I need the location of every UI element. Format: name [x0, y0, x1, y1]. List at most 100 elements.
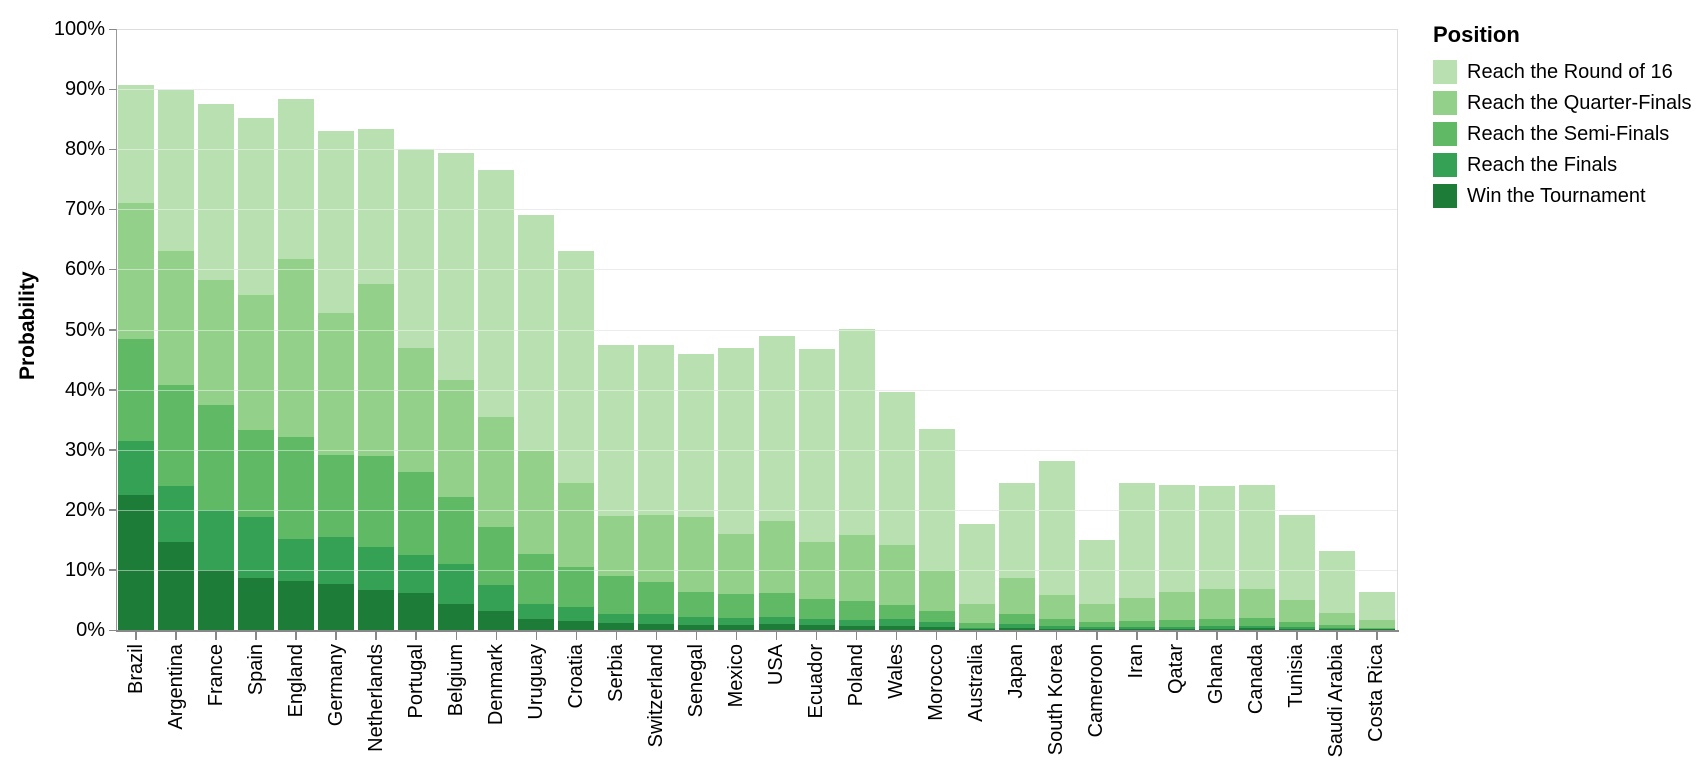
y-tick-label: 20% — [64, 498, 105, 521]
bar-segment — [1238, 625, 1275, 630]
bar-segment — [1038, 618, 1075, 630]
y-tick-label: 10% — [64, 558, 105, 581]
legend-items: Reach the Round of 16 Reach the Quarter-F… — [1433, 60, 1692, 208]
y-tick-label: 70% — [64, 198, 105, 221]
x-axis-label-text: Denmark — [484, 644, 507, 726]
grid-line — [116, 269, 1397, 271]
y-axis-tick — [109, 88, 116, 91]
legend-title: Position — [1433, 22, 1520, 47]
bar-segment — [1078, 622, 1115, 630]
x-axis-label-text: Switzerland — [644, 644, 667, 748]
bar-segment — [238, 578, 275, 630]
grid-line-overlay — [116, 449, 1397, 451]
x-axis-tick — [815, 632, 818, 640]
y-axis-tick — [109, 389, 116, 391]
x-axis-label-text: Portugal — [404, 644, 427, 719]
x-axis-tick — [1376, 632, 1378, 640]
x-axis-tick — [695, 632, 698, 640]
x-axis-label-text: USA — [765, 644, 788, 686]
x-axis-label-text: Cameroon — [1085, 644, 1108, 738]
y-tick-label: 100% — [53, 18, 105, 40]
x-axis-label-text: Wales — [885, 644, 908, 699]
x-axis-label: USA — [765, 644, 806, 685]
x-axis-tick — [375, 632, 377, 640]
bar-segment — [1318, 629, 1355, 630]
y-tick-label: 40% — [64, 378, 105, 401]
grid-line-overlay — [116, 89, 1397, 91]
bar-segment — [958, 629, 995, 630]
bar-segment — [1078, 629, 1115, 630]
x-axis-label-text: Argentina — [164, 644, 187, 730]
y-axis-tick — [109, 329, 116, 331]
bar-segment — [1118, 620, 1155, 630]
bar-segment — [958, 627, 995, 630]
x-axis-tick — [1336, 632, 1338, 640]
x-axis-tick — [295, 632, 297, 640]
x-axis-label-text: Serbia — [604, 644, 627, 702]
bar-segment — [798, 618, 835, 630]
x-axis-label-text: Qatar — [1165, 644, 1188, 695]
bar-segment — [878, 619, 915, 630]
bar-segment — [798, 625, 835, 630]
bar-segment — [398, 593, 435, 630]
x-axis-label-text: Croatia — [564, 644, 587, 709]
grid-line — [116, 329, 1397, 331]
bar-segment — [678, 625, 715, 630]
x-axis-tick — [855, 632, 858, 640]
bar-segment — [318, 584, 355, 630]
legend-item: Reach the Round of 16 — [1433, 60, 1692, 84]
x-axis-tick — [1015, 632, 1018, 640]
y-axis-tick — [109, 268, 116, 271]
x-axis-label-text: Brazil — [124, 644, 147, 695]
x-axis-label-text: Ghana — [1205, 644, 1228, 705]
x-axis-tick — [415, 632, 417, 640]
grid-line-overlay — [116, 209, 1397, 211]
grid-line — [116, 209, 1397, 211]
bar-segment — [198, 569, 235, 630]
bar-segment — [1318, 625, 1355, 630]
x-axis-tick — [895, 632, 898, 640]
bar-segment — [158, 542, 195, 630]
x-axis-tick — [135, 632, 137, 640]
x-axis-tick — [1096, 632, 1098, 640]
y-axis-tick — [109, 629, 116, 631]
bar-segment — [1038, 628, 1075, 630]
y-tick-label: 90% — [64, 78, 105, 101]
y-axis-tick — [109, 569, 116, 571]
y-axis-tick — [109, 208, 116, 211]
grid-line — [116, 149, 1397, 151]
x-axis-label-text: Iran — [1125, 644, 1148, 679]
legend-swatch — [1433, 184, 1457, 208]
legend-swatch — [1433, 153, 1457, 177]
legend-swatch — [1433, 60, 1457, 84]
x-axis-label-text: South Korea — [1045, 644, 1068, 756]
grid-line — [116, 569, 1397, 571]
x-axis-tick — [1256, 632, 1258, 640]
grid-line — [116, 29, 1397, 30]
bar-segment — [1358, 627, 1395, 630]
y-tick-label: 60% — [64, 258, 105, 281]
x-axis-tick — [495, 632, 498, 640]
x-axis-tick — [1216, 632, 1218, 640]
bar-segment — [1038, 626, 1075, 630]
bar-segment — [118, 494, 155, 630]
x-axis-tick — [975, 632, 978, 640]
legend-item-label: Reach the Semi-Finals — [1467, 123, 1670, 145]
legend-swatch — [1433, 91, 1457, 115]
bar-segment — [1198, 619, 1235, 630]
grid-line-overlay — [116, 329, 1397, 331]
x-axis-tick — [175, 632, 177, 640]
bar-segment — [958, 622, 995, 630]
x-axis-label-text: Netherlands — [364, 644, 387, 752]
bar-segment — [1198, 626, 1235, 630]
bar-segment — [918, 626, 955, 630]
x-axis-tick — [215, 632, 217, 640]
legend: Position Reach the Round of 16 Reach the … — [1433, 22, 1692, 215]
grid-line-overlay — [116, 389, 1397, 391]
x-axis-tick — [335, 632, 337, 640]
bar-segment — [918, 621, 955, 630]
bar-segment — [518, 618, 555, 630]
grid-line-overlay — [116, 569, 1397, 571]
legend-item-label: Reach the Round of 16 — [1467, 61, 1673, 83]
y-tick-label: 50% — [64, 318, 105, 341]
